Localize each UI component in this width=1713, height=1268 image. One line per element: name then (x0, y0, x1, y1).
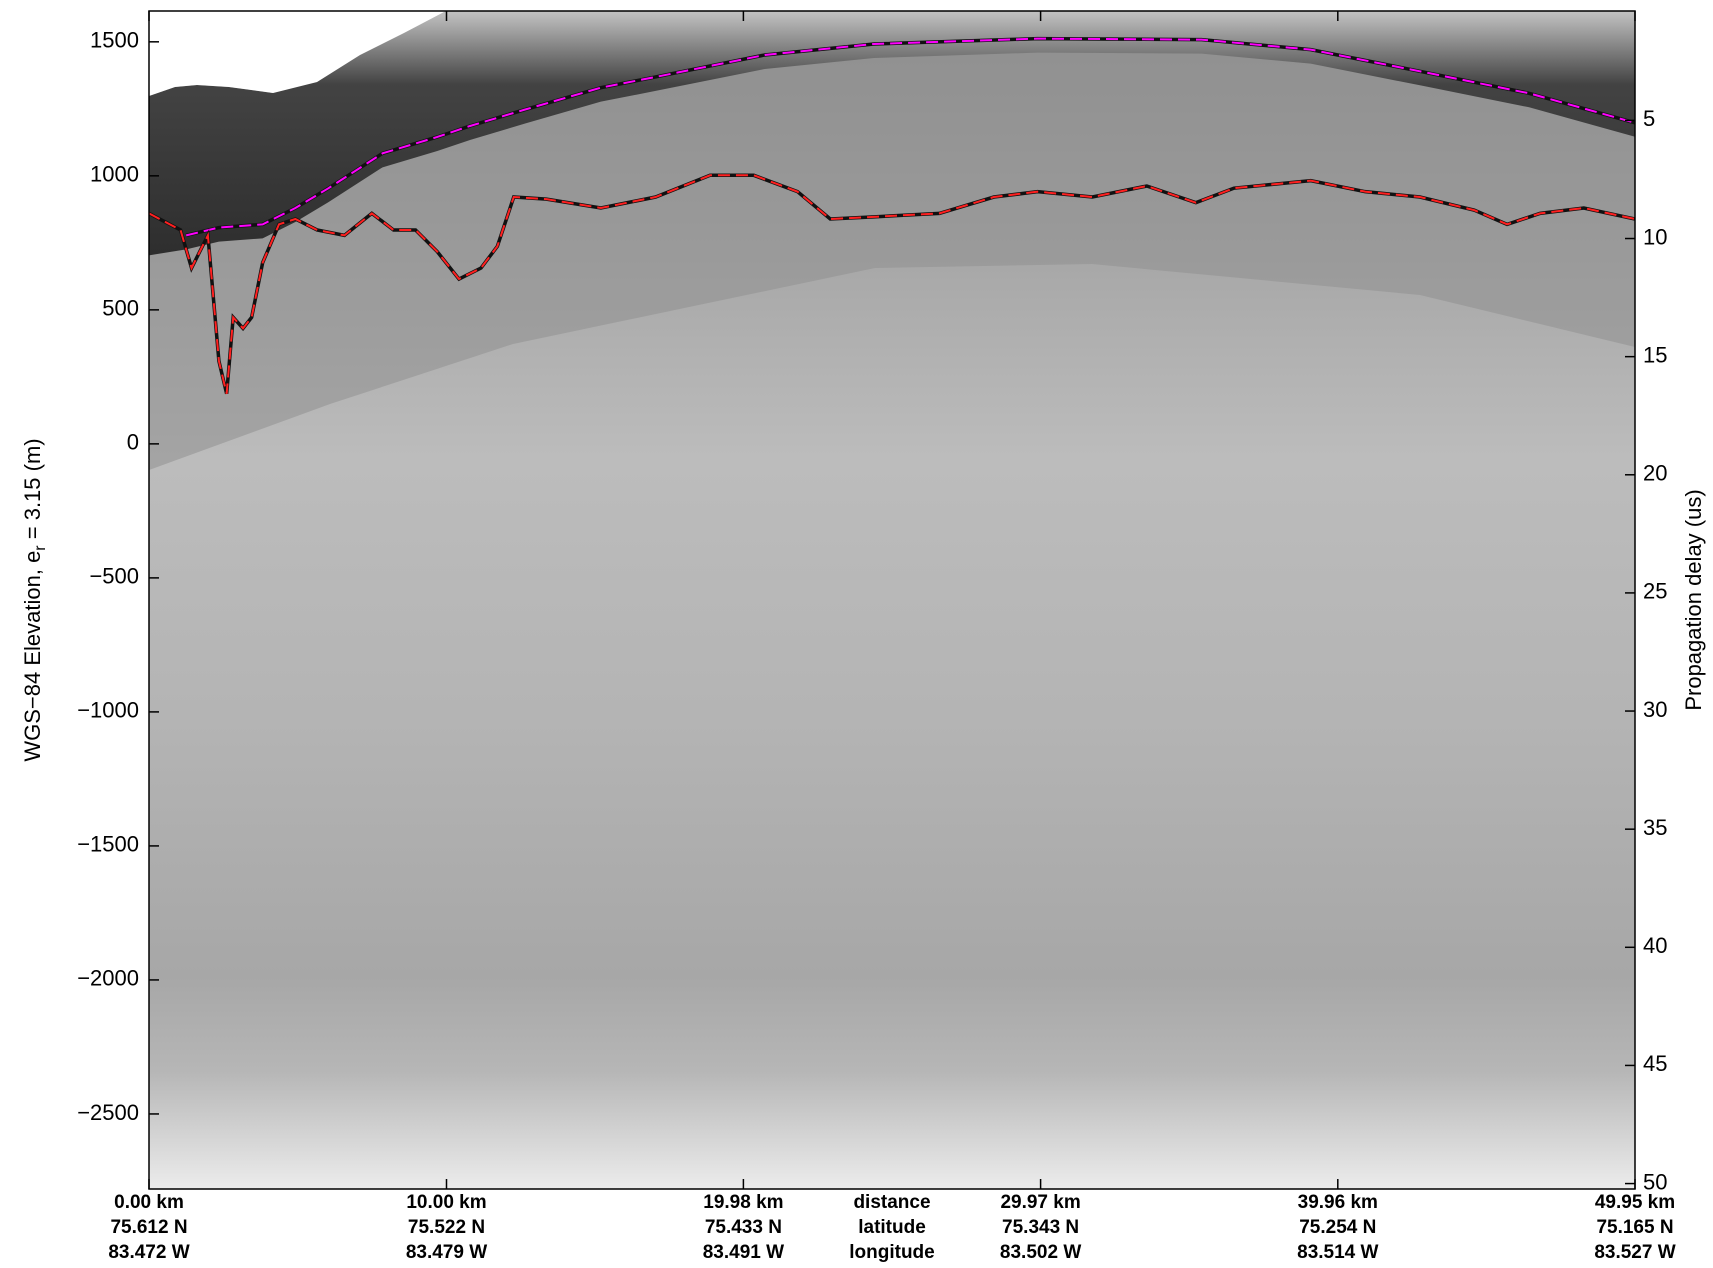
x-tick-label: 49.95 km (1595, 1192, 1675, 1213)
y-tick-label: −2000 (77, 966, 139, 991)
layer-pick (149, 174, 1635, 394)
x-tick-latitude: 75.165 N (1596, 1217, 1673, 1238)
x-tick-latitude: 75.343 N (1002, 1217, 1079, 1238)
y2-tick-label: 10 (1643, 224, 1667, 249)
x-row-label: longitude (849, 1242, 934, 1263)
x-row-label: latitude (858, 1217, 926, 1238)
no-data-region (149, 11, 1635, 96)
x-tick-latitude: 75.254 N (1299, 1217, 1376, 1238)
y-tick-label: 0 (127, 430, 139, 455)
x-tick-longitude: 83.502 W (1000, 1242, 1081, 1263)
y-tick-label: 1500 (90, 28, 139, 53)
y-label-main: WGS−84 Elevation, e (20, 551, 45, 762)
y-label-subscript: r (32, 545, 49, 551)
y-tick-label: 500 (102, 296, 139, 321)
y-tick-label: 1000 (90, 162, 139, 187)
x-tick-longitude: 83.514 W (1297, 1242, 1378, 1263)
x-tick-longitude: 83.472 W (108, 1242, 189, 1263)
x-tick-label: 10.00 km (406, 1192, 486, 1213)
x-tick-label: 39.96 km (1298, 1192, 1378, 1213)
y2-tick-label: 45 (1643, 1051, 1667, 1076)
x-tick-label: 19.98 km (703, 1192, 783, 1213)
y2-axis-label: Propagation delay (us) (1681, 489, 1706, 710)
y2-tick-label: 40 (1643, 933, 1667, 958)
y2-tick-label: 25 (1643, 579, 1667, 604)
y2-tick-label: 5 (1643, 106, 1655, 131)
x-tick-longitude: 83.491 W (703, 1242, 784, 1263)
y2-tick-label: 50 (1643, 1169, 1667, 1194)
y2-tick-label: 35 (1643, 815, 1667, 840)
x-tick-label: 0.00 km (114, 1192, 184, 1213)
x-tick-latitude: 75.522 N (408, 1217, 485, 1238)
echogram (149, 11, 1635, 1189)
layer-pick (185, 37, 1635, 237)
plot-frame (148, 10, 1636, 1190)
y-tick-label: −500 (89, 564, 139, 589)
x-tick-latitude: 75.433 N (705, 1217, 782, 1238)
y2-tick-label: 30 (1643, 697, 1667, 722)
echogram-shading (149, 11, 1635, 470)
y-tick-label: −2500 (77, 1100, 139, 1125)
y-tick-label: −1000 (77, 698, 139, 723)
x-tick-latitude: 75.612 N (110, 1217, 187, 1238)
y2-tick-label: 20 (1643, 461, 1667, 486)
x-tick-label: 29.97 km (1000, 1192, 1080, 1213)
surface-clutter-band (149, 11, 1635, 256)
x-tick-longitude: 83.479 W (406, 1242, 487, 1263)
y-label-suffix: = 3.15 (m) (20, 438, 45, 545)
y-tick-label: −1500 (77, 832, 139, 857)
x-tick-longitude: 83.527 W (1594, 1242, 1675, 1263)
y-axis-label: WGS−84 Elevation, er = 3.15 (m) (20, 438, 49, 761)
y2-tick-label: 15 (1643, 342, 1667, 367)
x-row-label: distance (853, 1192, 930, 1213)
